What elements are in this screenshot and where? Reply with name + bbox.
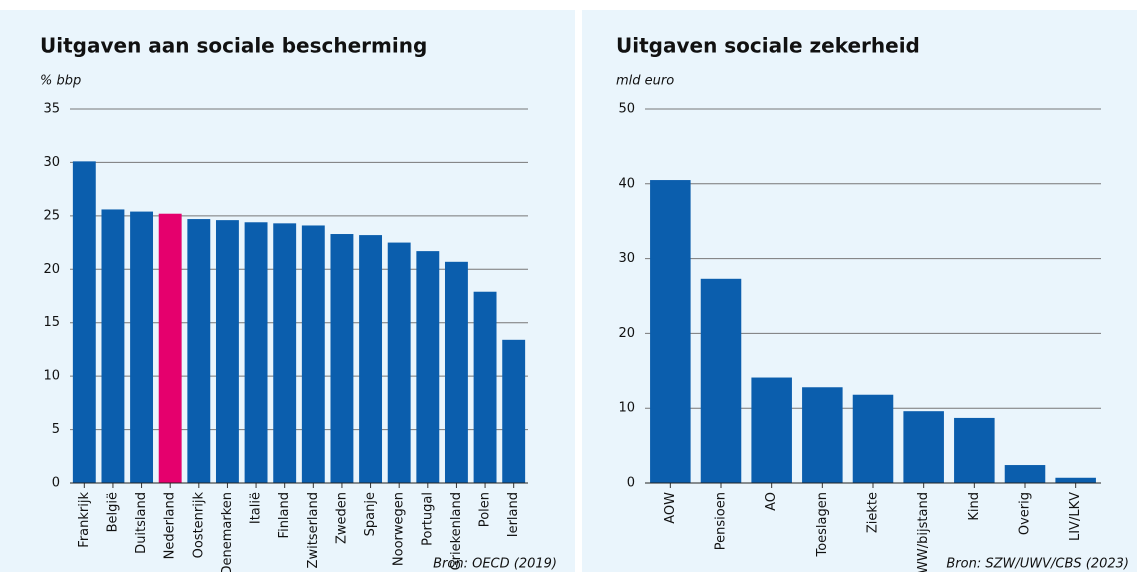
chart-title: Uitgaven aan sociale bescherming [40,34,427,58]
x-tick-label: Polen [478,492,493,527]
bar [244,222,268,484]
y-tick-label: 35 [43,102,60,117]
bar [273,223,297,483]
bar [215,220,239,484]
y-axis-label: % bbp [40,74,81,89]
bar [1004,465,1046,483]
bar [72,161,96,484]
y-tick-label: 20 [43,262,60,277]
x-tick-label: AO [764,492,779,511]
bar [444,261,468,483]
chart-title: Uitgaven sociale zekerheid [616,34,920,58]
bar [330,234,354,483]
source: Bron: OECD (2019) [433,557,557,572]
x-tick-label: Denemarken [220,492,235,572]
bar [903,411,944,483]
bar [101,209,125,483]
x-tick-label: Nederland [163,492,178,559]
bar [187,219,211,483]
x-tick-label: Oostenrijk [191,492,206,559]
y-tick-label: 0 [627,476,635,491]
y-tick-label: 15 [43,315,60,330]
bar [130,211,154,483]
x-tick-label: Italië [249,492,264,524]
bar [416,251,440,483]
source: Bron: SZW/UWV/CBS (2023) [946,557,1129,572]
bar [473,291,497,483]
y-axis-label: mld euro [616,74,674,89]
y-tick-label: 10 [618,401,635,416]
bar [650,180,691,483]
x-tick-label: Noorwegen [392,492,407,566]
y-tick-label: 20 [618,326,635,341]
bar [502,339,526,483]
x-tick-label: Zwitserland [306,492,321,568]
x-tick-label: AOW [663,492,678,524]
bar [387,242,411,483]
y-tick-label: 25 [43,208,60,223]
bar [852,394,894,483]
bar [802,387,843,483]
bar [751,377,792,483]
x-tick-label: Griekenland [449,492,464,570]
y-tick-label: 40 [618,176,635,191]
y-tick-label: 30 [618,251,635,266]
bar [301,225,325,483]
bar [359,235,383,483]
y-tick-label: 30 [43,155,60,170]
x-tick-label: Frankrijk [77,492,92,548]
bar [158,213,182,483]
y-tick-label: 10 [43,369,60,384]
y-tick-label: 5 [52,422,60,437]
x-tick-label: Spanje [363,492,378,536]
bar [700,278,742,483]
x-tick-label: Overig [1018,492,1033,535]
x-tick-label: Zweden [334,492,349,544]
y-tick-label: 50 [618,102,635,117]
x-tick-label: Pensioen [714,492,729,550]
y-tick-label: 0 [52,476,60,491]
x-tick-label: Kind [967,492,982,521]
x-tick-label: Duitsland [134,492,149,554]
x-tick-label: WW/bijstand [916,492,931,572]
bar [1055,477,1096,483]
x-tick-label: Ierland [506,492,521,537]
bar [954,417,995,483]
x-tick-label: België [105,492,120,532]
x-tick-label: Ziekte [866,492,881,533]
x-tick-label: Portugal [420,492,435,546]
x-tick-label: LIV/LKV [1068,492,1083,541]
x-tick-label: Finland [277,492,292,538]
x-tick-label: Toeslagen [815,492,830,558]
